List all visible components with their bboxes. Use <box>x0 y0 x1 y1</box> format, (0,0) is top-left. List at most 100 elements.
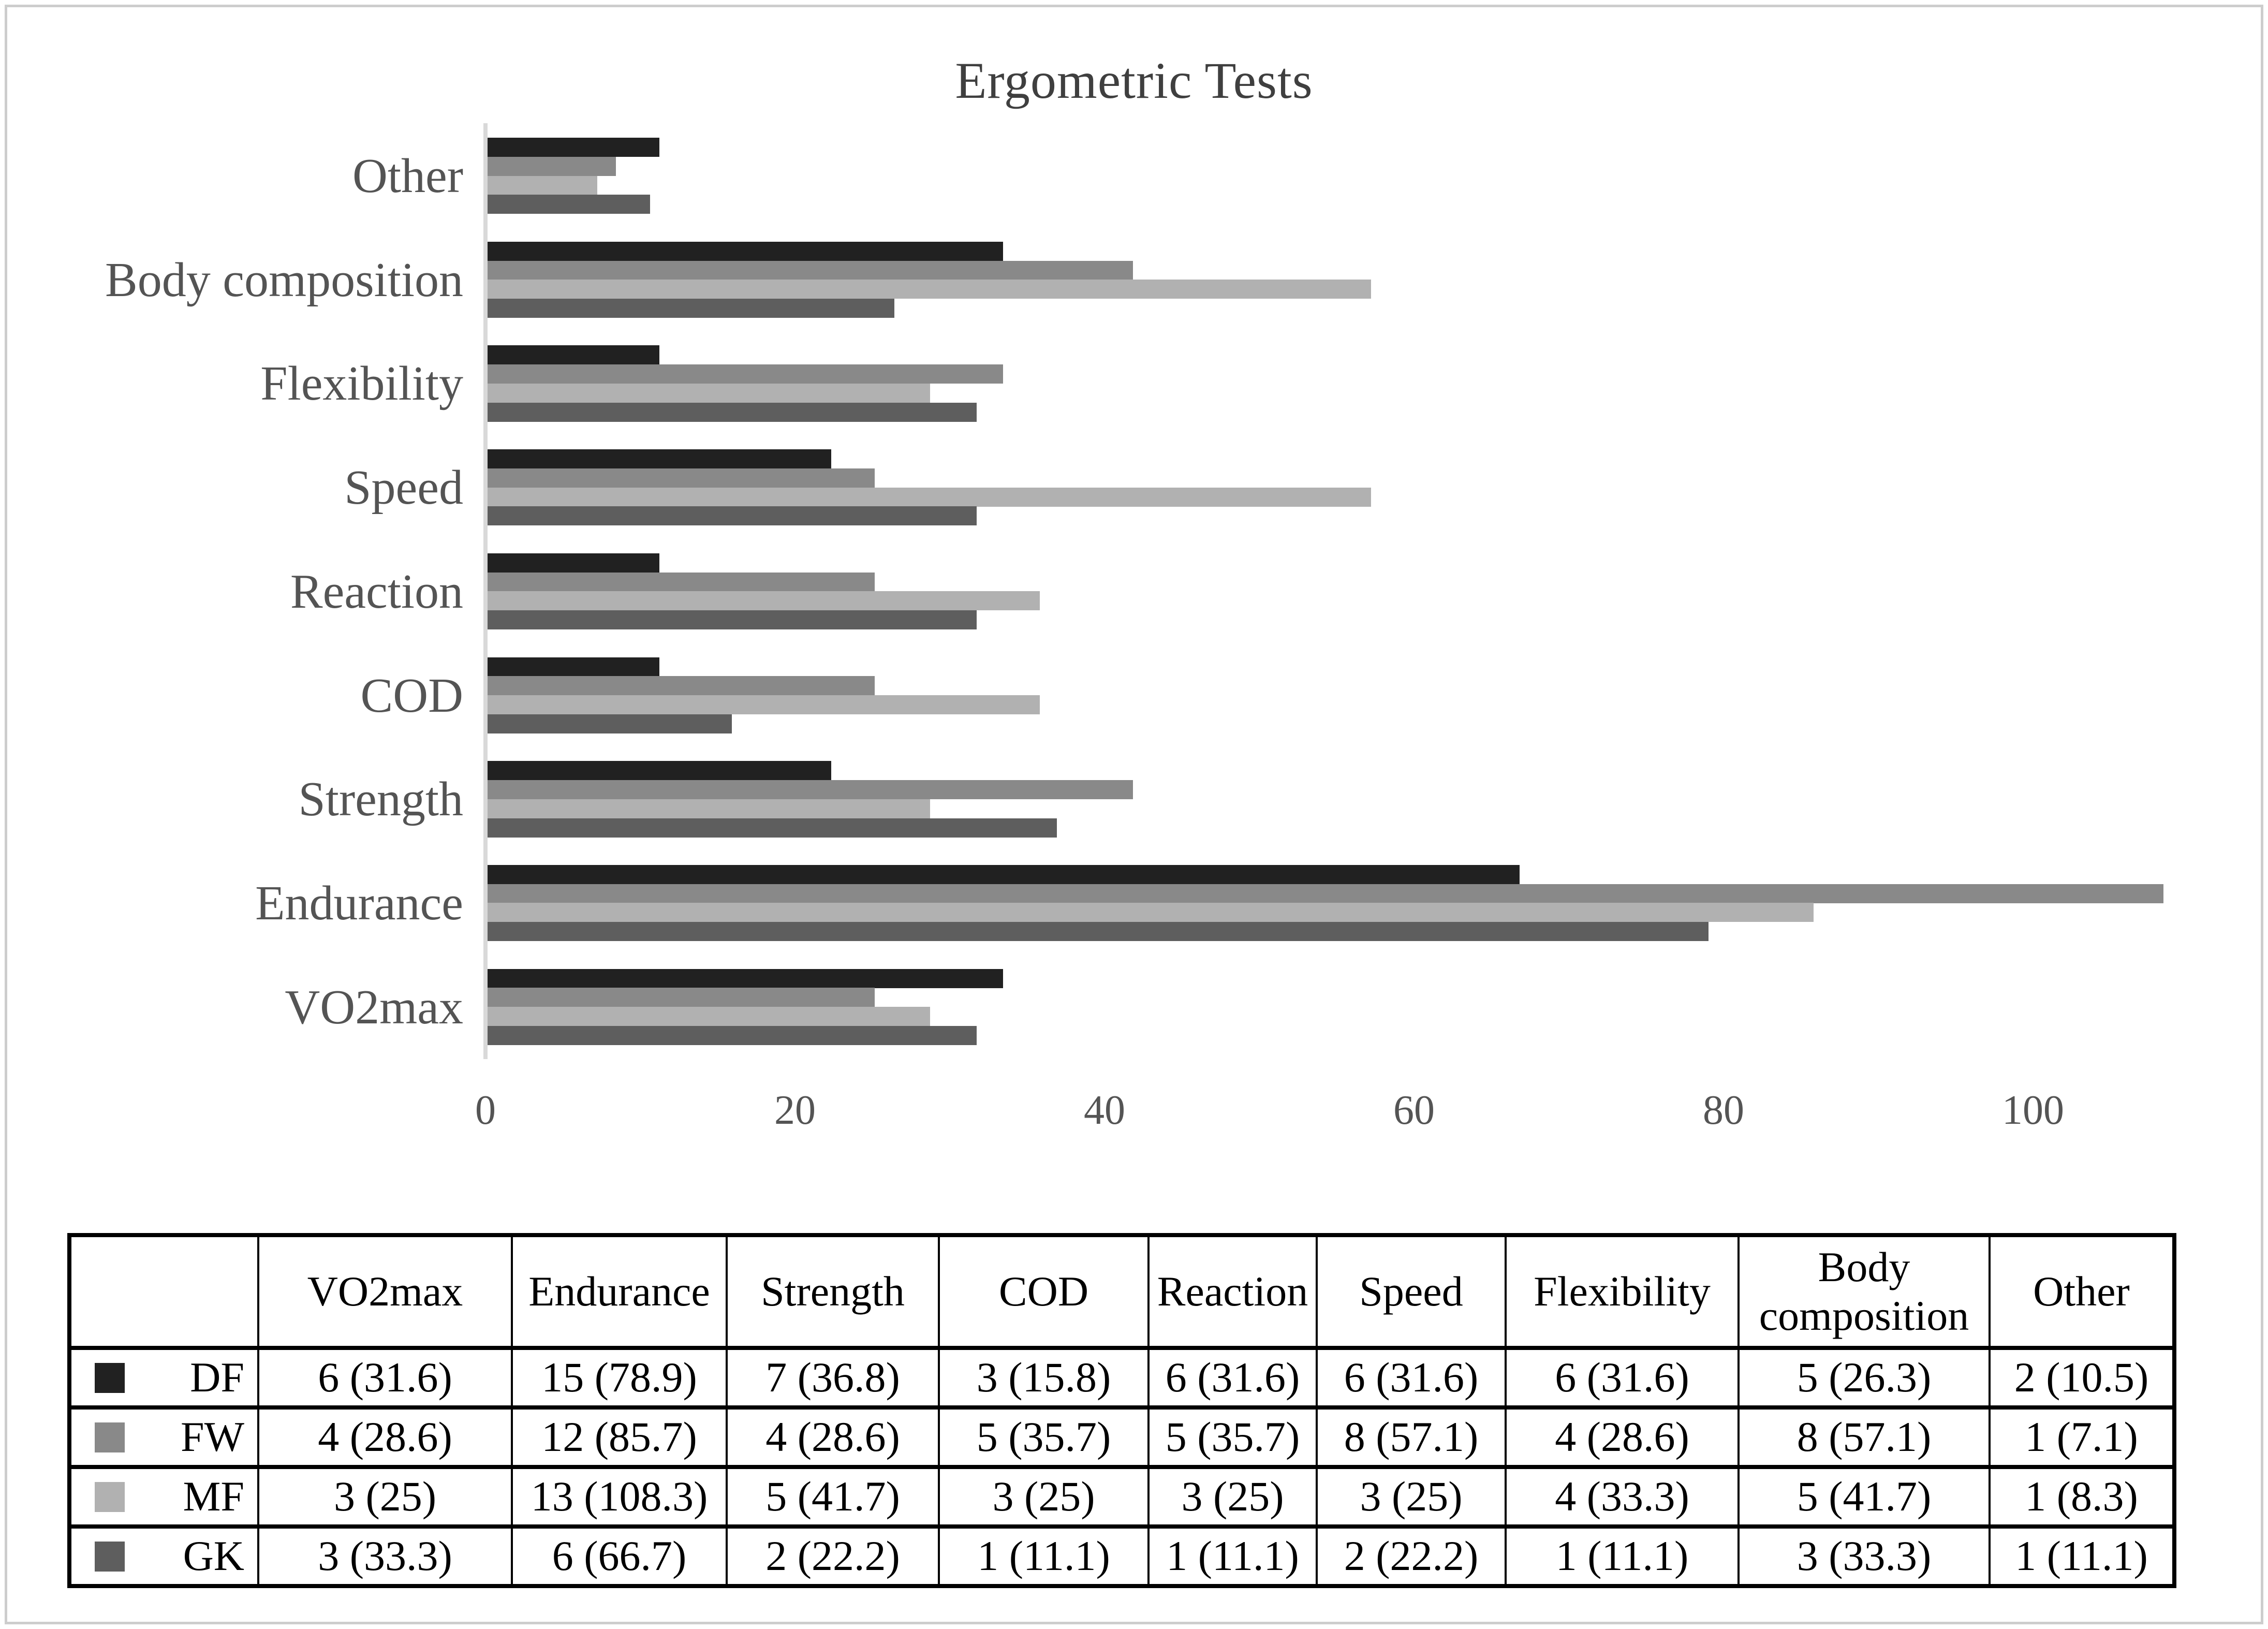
table-cell: 8 (57.1) <box>1737 1405 1991 1469</box>
bar-fw-reaction <box>488 591 1040 610</box>
bar-mf-strength <box>488 780 1133 799</box>
x-tick-label: 40 <box>1084 1088 1125 1133</box>
category-label: COD <box>360 668 463 723</box>
bar-gk-other <box>488 138 659 157</box>
category-label: Flexibility <box>260 356 463 410</box>
row-label: GK <box>183 1532 244 1580</box>
x-tick-label: 20 <box>774 1088 816 1133</box>
bar-mf-vo2max <box>488 988 875 1007</box>
table-cell: 8 (57.1) <box>1316 1405 1507 1469</box>
bar-mf-endurance <box>488 884 2163 903</box>
table-cell: 1 (11.1) <box>1989 1524 2175 1588</box>
bar-fw-body-composition <box>488 280 1371 299</box>
bar-mf-reaction <box>488 573 875 592</box>
row-header-df: DF <box>68 1346 259 1410</box>
bar-df-vo2max <box>488 1026 977 1045</box>
bar-df-reaction <box>488 610 977 629</box>
category-label: VO2max <box>285 980 463 1034</box>
x-tick-label: 100 <box>2002 1088 2064 1133</box>
table-row-fw: FW 4 (28.6) 12 (85.7) 4 (28.6) 5 (35.7) 5 (35… <box>68 1405 2175 1469</box>
bar-gk-cod <box>488 657 659 677</box>
table-cell: 7 (36.8) <box>726 1346 940 1410</box>
category-label: Reaction <box>290 564 463 619</box>
table-cell: 4 (33.3) <box>1505 1465 1740 1529</box>
bar-mf-body-composition <box>488 261 1133 280</box>
row-header-fw: FW <box>68 1405 259 1469</box>
row-label: MF <box>183 1473 244 1520</box>
table-cell: 6 (31.6) <box>257 1346 513 1410</box>
table-cell: 1 (11.1) <box>938 1524 1150 1588</box>
category-label: Endurance <box>255 876 463 930</box>
table-cell: 2 (22.2) <box>726 1524 940 1588</box>
x-tick-label: 80 <box>1703 1088 1744 1133</box>
category-label: Body composition <box>105 253 463 307</box>
legend-swatch-mf <box>95 1481 125 1512</box>
bar-gk-reaction <box>488 553 659 573</box>
bar-df-other <box>488 195 650 214</box>
column-header-reaction: Reaction <box>1147 1233 1318 1350</box>
table-cell: 12 (85.7) <box>511 1405 728 1469</box>
table-cell: 6 (31.6) <box>1316 1346 1507 1410</box>
legend-swatch-gk <box>95 1541 125 1572</box>
y-axis-line <box>483 123 488 1059</box>
bar-gk-speed <box>488 449 831 468</box>
bar-df-endurance <box>488 922 1709 941</box>
column-header-endurance: Endurance <box>511 1233 728 1350</box>
table-cell: 15 (78.9) <box>511 1346 728 1410</box>
bar-df-flexibility <box>488 403 977 422</box>
table-cell: 5 (41.7) <box>1737 1465 1991 1529</box>
table-row-gk: GK 3 (33.3) 6 (66.7) 2 (22.2) 1 (11.1) 1 (11.… <box>68 1524 2175 1588</box>
x-tick-label: 0 <box>475 1088 496 1133</box>
table-cell: 4 (28.6) <box>726 1405 940 1469</box>
table-cell: 1 (8.3) <box>1989 1465 2175 1529</box>
table-cell: 3 (33.3) <box>257 1524 513 1588</box>
table-cell: 4 (28.6) <box>257 1405 513 1469</box>
table-cell: 6 (31.6) <box>1147 1346 1318 1410</box>
legend-swatch-df <box>95 1362 125 1393</box>
column-header-other: Other <box>1989 1233 2175 1350</box>
table-cell: 3 (25) <box>1147 1465 1318 1529</box>
table-cell: 3 (25) <box>257 1465 513 1529</box>
chart-title: Ergometric Tests <box>955 52 1313 109</box>
row-header-mf: MF <box>68 1465 259 1529</box>
table-cell: 6 (66.7) <box>511 1524 728 1588</box>
bar-fw-cod <box>488 695 1040 714</box>
table-row-df: DF 6 (31.6) 15 (78.9) 7 (36.8) 3 (15.8) 6 (31… <box>68 1346 2175 1410</box>
table-cell: 2 (10.5) <box>1989 1346 2175 1410</box>
column-header-vo2max: VO2max <box>257 1233 513 1350</box>
column-header-flexibility: Flexibility <box>1505 1233 1740 1350</box>
table-corner-cell <box>68 1233 259 1350</box>
bar-fw-endurance <box>488 903 1814 922</box>
table-cell: 5 (35.7) <box>1147 1405 1318 1469</box>
table-cell: 1 (11.1) <box>1505 1524 1740 1588</box>
table-row-mf: MF 3 (25) 13 (108.3) 5 (41.7) 3 (25) 3 (25) 3 … <box>68 1465 2175 1529</box>
table-cell: 5 (41.7) <box>726 1465 940 1529</box>
table-cell: 5 (35.7) <box>938 1405 1150 1469</box>
bar-df-speed <box>488 506 977 525</box>
bar-mf-other <box>488 157 616 176</box>
bar-mf-flexibility <box>488 364 1003 384</box>
bar-fw-strength <box>488 799 930 818</box>
table-cell: 3 (25) <box>1316 1465 1507 1529</box>
table-cell: 3 (33.3) <box>1737 1524 1991 1588</box>
bar-mf-cod <box>488 676 875 695</box>
bar-fw-other <box>488 176 597 195</box>
bar-gk-body-composition <box>488 242 1003 261</box>
bar-mf-speed <box>488 468 875 488</box>
column-header-strength: Strength <box>726 1233 940 1350</box>
category-label: Speed <box>344 460 463 515</box>
table-cell: 13 (108.3) <box>511 1465 728 1529</box>
column-header-cod: COD <box>938 1233 1150 1350</box>
table-cell: 5 (26.3) <box>1737 1346 1991 1410</box>
table-cell: 1 (7.1) <box>1989 1405 2175 1469</box>
table-header-row: VO2max Endurance Strength COD Reaction Speed F… <box>68 1233 2175 1350</box>
column-header-speed: Speed <box>1316 1233 1507 1350</box>
table-cell: 2 (22.2) <box>1316 1524 1507 1588</box>
x-tick-label: 60 <box>1393 1088 1435 1133</box>
table-cell: 1 (11.1) <box>1147 1524 1318 1588</box>
row-label: FW <box>181 1413 244 1461</box>
data-table: VO2max Endurance Strength COD Reaction Speed F… <box>67 1233 2176 1588</box>
bar-df-cod <box>488 714 732 733</box>
legend-swatch-fw <box>95 1422 125 1452</box>
